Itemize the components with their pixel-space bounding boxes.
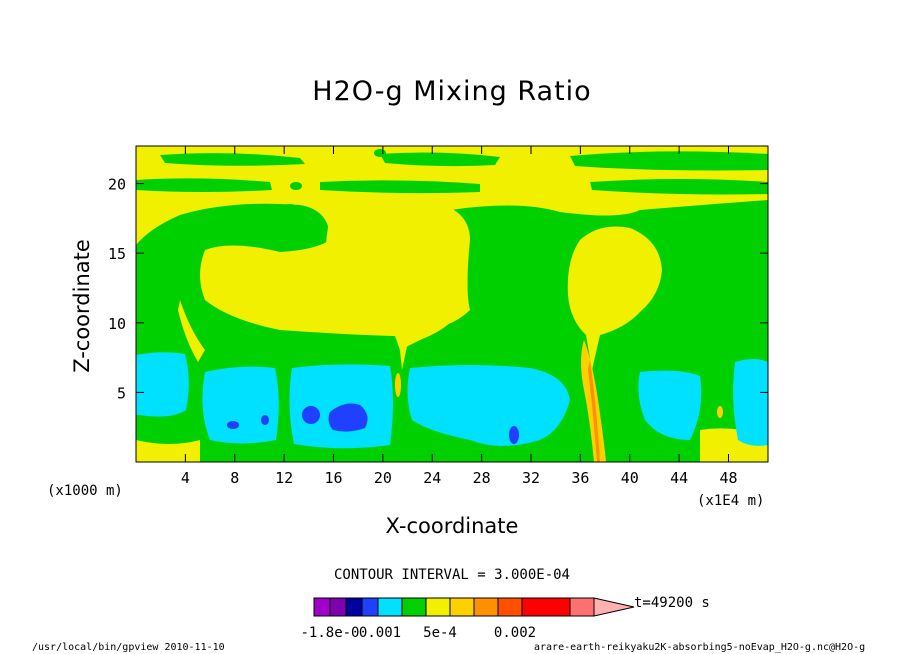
contour-cyan-1 — [136, 352, 189, 417]
y-tick-label: 20 — [108, 176, 126, 194]
colorbar-swatch — [377, 597, 403, 617]
colorbar-label: -1.8e-0 — [300, 625, 359, 641]
colorbar-swatch — [313, 597, 331, 617]
colorbar-swatch — [425, 597, 451, 617]
contour-blue-1 — [227, 421, 239, 429]
colorbar-swatch — [361, 597, 379, 617]
x-tick-label: 36 — [571, 469, 589, 487]
colorbar-label: 5e-4 — [423, 625, 457, 641]
x-tick-label: 24 — [423, 469, 441, 487]
x-tick-label: 20 — [374, 469, 392, 487]
contour-orange-small-2 — [717, 406, 723, 418]
contour-yellow-plume-1 — [325, 200, 470, 370]
colorbar-swatch — [345, 597, 363, 617]
contour-green-blob-2 — [290, 182, 302, 190]
contour-green-blob-3 — [374, 149, 386, 157]
plot-frame — [135, 145, 769, 463]
colorbar-label: 0.001 — [359, 625, 401, 641]
contour-blue-2 — [261, 415, 269, 425]
contour-yellow-plume-2 — [567, 226, 662, 370]
x-axis-label: X-coordinate — [385, 514, 519, 538]
contour-yellow-low-1 — [136, 440, 200, 462]
x-tick-label: 40 — [621, 469, 639, 487]
x-tick-label: 48 — [719, 469, 737, 487]
colorbar-swatch — [497, 597, 523, 617]
colorbar-swatch — [449, 597, 475, 617]
x-tick-label: 32 — [522, 469, 540, 487]
x-unit-left-label: (x1000 m) — [47, 483, 123, 499]
x-tick-label: 8 — [230, 469, 239, 487]
contour-yellow-thin — [178, 300, 205, 362]
x-tick-label: 4 — [181, 469, 190, 487]
contour-darkorange-column — [588, 360, 600, 462]
x-unit-right-label: (x1E4 m) — [697, 493, 765, 509]
contour-green-top-3 — [570, 151, 768, 171]
contour-blue-4 — [328, 403, 368, 432]
footer-right: arare-earth-reikyaku2K-absorbing5-noEvap… — [534, 642, 866, 653]
contour-green-band-3 — [590, 179, 768, 195]
colorbar-swatch — [473, 597, 499, 617]
contour-cyan-4 — [407, 365, 570, 446]
contour-green-top-2 — [380, 152, 500, 167]
y-tick-label: 5 — [117, 384, 126, 402]
contour-cyan-2 — [202, 366, 279, 444]
colorbar-swatch — [329, 597, 347, 617]
contour-field — [136, 146, 768, 462]
contour-green-band-1 — [136, 178, 272, 192]
contour-cyan-6 — [733, 359, 768, 446]
y-tick-label: 15 — [108, 245, 126, 263]
x-tick-label: 12 — [275, 469, 293, 487]
contour-blue-3 — [302, 406, 320, 424]
chart-title: H2O-g Mixing Ratio — [312, 76, 592, 107]
colorbar-arrow — [593, 597, 635, 617]
time-label: t=49200 s — [634, 595, 710, 611]
colorbar-swatch — [569, 597, 595, 617]
contour-cyan-5 — [638, 370, 702, 440]
contour-blue-5 — [509, 426, 519, 444]
contour-green-band-2 — [320, 180, 480, 194]
x-tick-label: 16 — [324, 469, 342, 487]
contour-interval-label: CONTOUR INTERVAL = 3.000E-04 — [333, 567, 570, 583]
colorbar-swatch — [401, 597, 427, 617]
y-axis-ticks: 5 10 15 20 — [108, 176, 768, 402]
colorbar-label: 0.002 — [494, 625, 536, 641]
x-tick-label: 44 — [670, 469, 688, 487]
footer-left: /usr/local/bin/gpview 2010-11-10 — [32, 642, 225, 653]
colorbar: -1.8e-0 0.001 5e-4 0.002 — [300, 597, 635, 641]
contour-orange-small — [395, 373, 401, 397]
x-tick-label: 28 — [473, 469, 491, 487]
y-tick-label: 10 — [108, 315, 126, 333]
colorbar-swatch — [521, 597, 571, 617]
x-axis-ticks: 4 8 12 16 20 24 28 32 36 40 44 48 — [181, 146, 738, 487]
contour-green-top-1 — [160, 153, 305, 166]
